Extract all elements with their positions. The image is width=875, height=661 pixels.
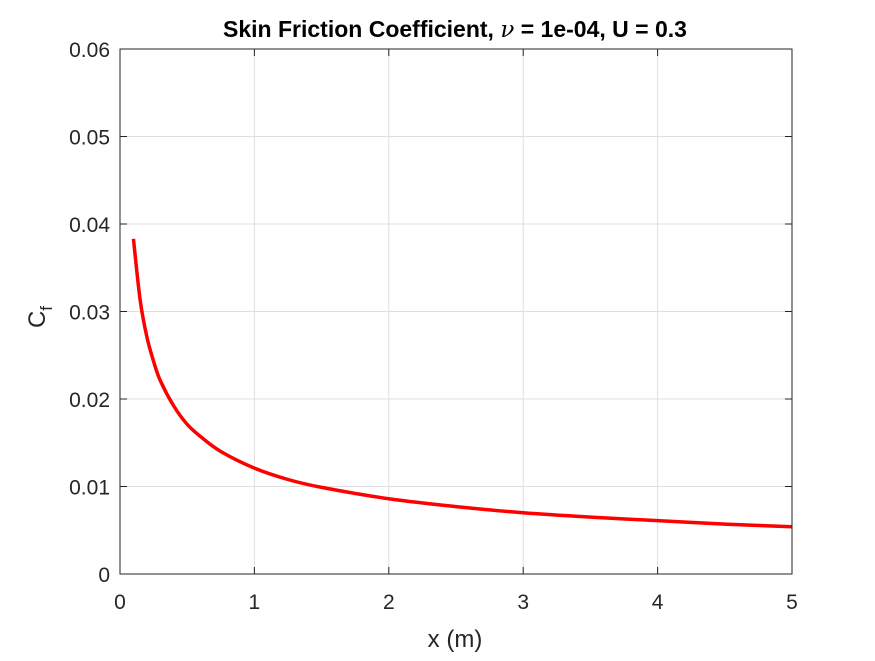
title-rest: = 1e-04, U = 0.3	[514, 16, 687, 42]
y-tick-label: 0.02	[69, 389, 110, 412]
x-tick-label: 5	[786, 591, 798, 614]
y-tick-labels: 0 0.01 0.02 0.03 0.04 0.05 0.06	[69, 39, 110, 587]
skin-friction-curve	[131, 238, 793, 529]
x-tick-label: 4	[652, 591, 664, 614]
x-tick-label: 3	[517, 591, 529, 614]
y-tick-label: 0	[98, 564, 110, 587]
y-tick-label: 0.06	[69, 39, 110, 62]
y-tick-label: 0.05	[69, 127, 110, 150]
series-layer	[131, 238, 793, 529]
y-tick-label: 0.03	[69, 302, 110, 325]
ticks	[119, 48, 793, 575]
y-axis-label: Cf	[24, 306, 56, 328]
y-axis-label-main: C	[24, 311, 51, 328]
y-tick-label: 0.01	[69, 477, 110, 500]
y-tick-label: 0.04	[69, 214, 110, 237]
chart-title: Skin Friction Coefficient, ν = 1e-04, U …	[223, 16, 687, 43]
x-tick-label: 0	[114, 591, 126, 614]
y-axis-label-subscript: f	[37, 306, 56, 311]
title-nu-symbol: ν	[500, 17, 514, 43]
x-axis-label: x (m)	[428, 626, 483, 653]
x-tick-labels: 0 1 2 3 4 5	[114, 591, 798, 614]
x-tick-label: 2	[383, 591, 395, 614]
title-main: Skin Friction Coefficient,	[223, 16, 500, 42]
x-tick-label: 1	[249, 591, 261, 614]
